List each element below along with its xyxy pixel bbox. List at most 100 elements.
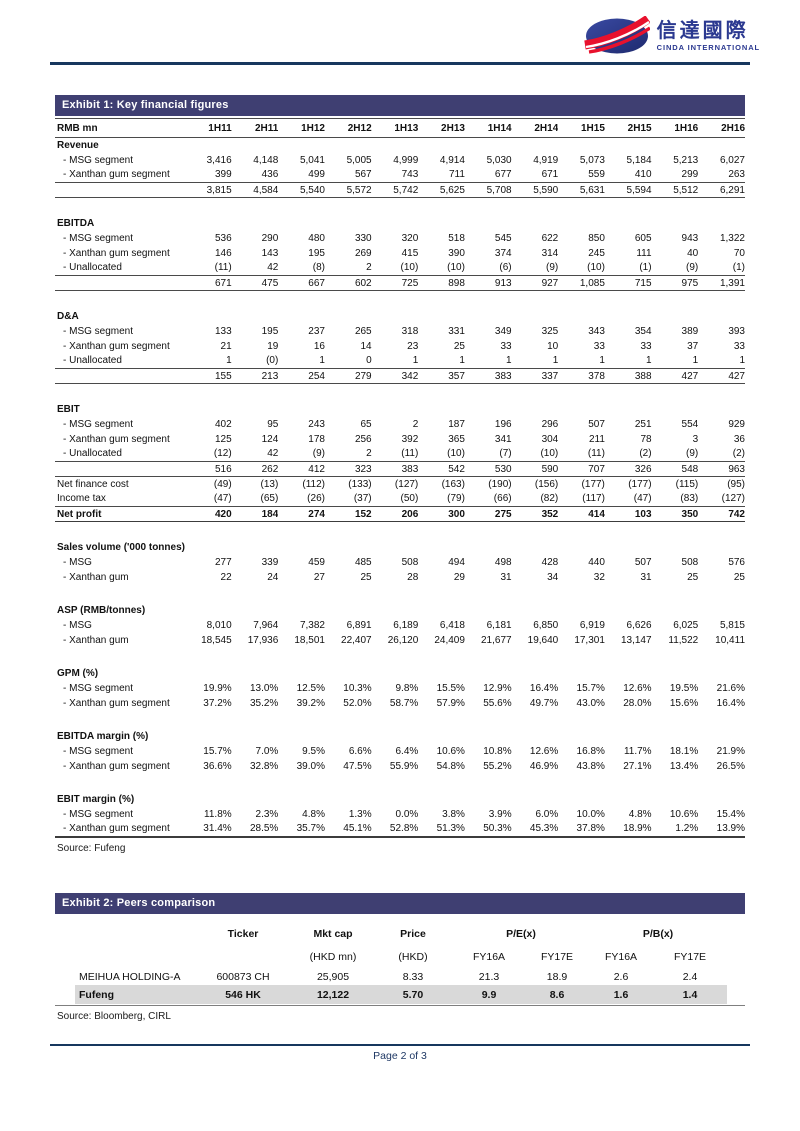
value-cell: 459 (308, 556, 325, 568)
value-cell: 42 (267, 262, 279, 274)
value-cell: 27.1% (623, 760, 652, 772)
value-cell: 15.5% (436, 682, 465, 694)
sub-header-cell (193, 946, 293, 968)
value-cell: 263 (728, 169, 745, 181)
value-cell: 342 (371, 368, 419, 384)
value-cell: 103 (604, 506, 652, 522)
value-cell: 21.6% (716, 682, 745, 694)
data-row: - Xanthan gum segment 399 436 499 567 743 711 6… (55, 168, 745, 183)
row-label (55, 368, 185, 384)
blank-header (75, 922, 193, 946)
value-cell: 576 (728, 556, 745, 568)
spacer-cell (55, 291, 745, 309)
value-cell: 1,391 (698, 275, 745, 291)
value-cell: 318 (401, 325, 419, 337)
value-cell: 0.0% (395, 808, 419, 820)
value-cell: 1.2% (675, 823, 699, 834)
value-cell: 25,905 (316, 970, 350, 983)
value-cell: 269 (354, 247, 372, 259)
exhibit-1-title: Exhibit 1: Key financial figures (55, 95, 745, 116)
value-cell: 677 (494, 169, 512, 181)
period-header: 1H13 (371, 118, 419, 138)
value-cell: 8.6 (525, 985, 590, 1004)
value-cell: 211 (588, 433, 605, 445)
value-cell: 4,914 (439, 154, 465, 166)
row-label: - Xanthan gum (63, 634, 129, 646)
value-cell: 18.9 (546, 970, 568, 983)
value-cell: (82) (540, 493, 559, 505)
value-cell: 70 (733, 247, 745, 259)
value-cell: 508 (401, 556, 419, 568)
value-cell: 195 (261, 325, 279, 337)
value-cell: 963 (698, 461, 745, 477)
value-cell: 42 (267, 448, 279, 460)
value-cell: 16.4% (716, 697, 745, 709)
key-financial-figures-table: RMB mn 1H11 2H11 1H12 2H12 1H13 2H13 1H14 2H14 1H… (55, 118, 745, 838)
value-cell: 11.8% (204, 808, 232, 820)
row-label: Income tax (57, 493, 106, 505)
total-row: 3,815 4,584 5,540 5,572 5,742 5,625 5,708 5,590… (55, 182, 745, 198)
value-cell: 58.7% (389, 697, 419, 709)
value-cell: 1.4 (653, 985, 728, 1004)
value-cell: 518 (448, 232, 465, 244)
data-row: - MSG segment 3,416 4,148 5,041 5,005 4,999 4,… (55, 153, 745, 168)
value-cell: 10.6% (669, 808, 699, 820)
row-label: - MSG segment (63, 682, 134, 694)
row-label: - Xanthan gum segment (63, 823, 170, 834)
value-cell: 26,120 (387, 634, 419, 646)
value-cell: 667 (278, 275, 325, 291)
value-cell: 913 (464, 275, 512, 291)
value-cell: 10.0% (576, 808, 605, 820)
value-cell: 5,594 (604, 182, 652, 198)
value-cell: 52.0% (343, 697, 372, 709)
value-cell: 146 (214, 247, 232, 259)
value-cell: 1 (552, 355, 559, 367)
total-row: 516 262 412 323 383 542 530 590 707 326 548 963 (55, 461, 745, 477)
net-profit-row: Net profit 420 184 274 152 206 300 275 352 414 103… (55, 506, 745, 522)
company-name: MEIHUA HOLDING-A (79, 970, 181, 983)
value-cell: 43.0% (576, 697, 605, 709)
value-cell: 22,407 (341, 634, 372, 646)
value-cell: 325 (541, 325, 559, 337)
data-row: - Xanthan gum segment 146 143 195 269 415 390 3… (55, 246, 745, 261)
section-label: ASP (RMB/tonnes) (57, 604, 146, 616)
section-header-row: GPM (%) (55, 666, 745, 681)
value-cell: 31 (500, 571, 512, 583)
value-cell: 143 (261, 247, 279, 259)
value-cell: (0) (266, 355, 279, 367)
section-label: EBITDA margin (%) (57, 730, 149, 742)
value-cell: 12.9% (483, 682, 512, 694)
value-cell: 18,545 (201, 634, 232, 646)
value-cell: 10 (547, 340, 559, 352)
value-cell: 32.8% (249, 760, 279, 772)
spacer-cell (55, 522, 745, 540)
value-cell: 21.3 (478, 970, 500, 983)
data-row: - MSG segment 15.7% 7.0% 9.5% 6.6% 6.4% 10.6% 1… (55, 744, 745, 759)
value-cell: (6) (499, 262, 512, 274)
row-label: - Unallocated (63, 448, 122, 460)
value-cell: 2 (366, 448, 372, 460)
value-cell: 8.33 (402, 970, 424, 983)
sub-header-cell: FY16A (472, 951, 506, 963)
value-cell: 410 (634, 169, 652, 181)
spacer-row (55, 711, 745, 729)
period-header: 2H13 (418, 118, 465, 138)
spacer-cell (55, 384, 745, 402)
value-cell: 1 (646, 355, 652, 367)
peer-row: MEIHUA HOLDING-A 600873 CH 25,905 8.33 21.3 1… (75, 968, 727, 985)
value-cell: 10.6% (436, 745, 465, 757)
value-cell: 45.3% (529, 823, 559, 834)
value-cell: (115) (675, 478, 699, 490)
period-header: 2H15 (604, 118, 652, 138)
value-cell: 52.8% (389, 823, 419, 834)
value-cell: 412 (278, 461, 325, 477)
value-cell: 21 (220, 340, 232, 352)
value-cell: 95 (267, 418, 279, 430)
value-cell: 16.8% (576, 745, 605, 757)
value-cell: 6,181 (486, 619, 512, 631)
value-cell: 374 (494, 247, 512, 259)
value-cell: 326 (604, 461, 652, 477)
value-cell: (1) (732, 262, 745, 274)
value-cell: (83) (680, 493, 699, 505)
value-cell: (47) (633, 493, 652, 505)
